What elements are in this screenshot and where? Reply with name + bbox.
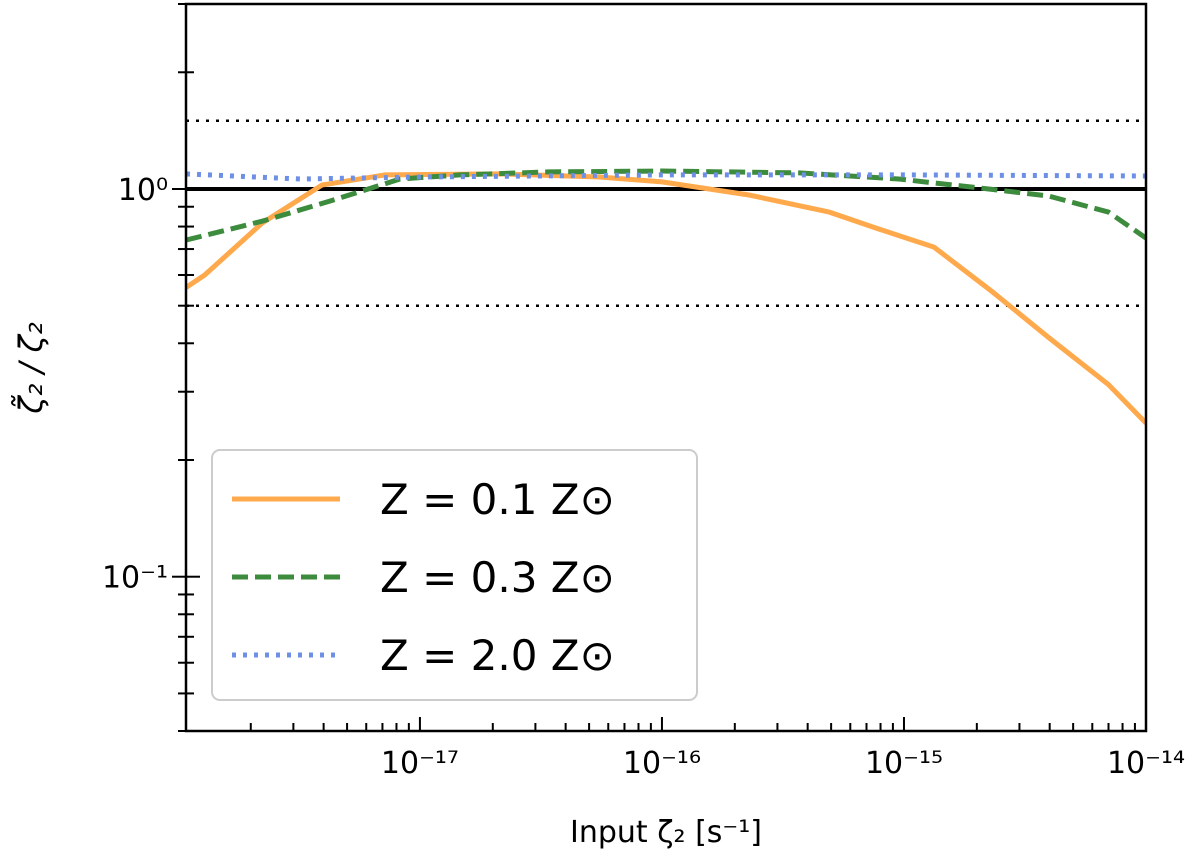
- x-tick-label: 10⁻¹⁷: [381, 746, 459, 781]
- plot-frame: [184, 2, 1148, 733]
- x-tick-label: 10⁻¹⁵: [865, 746, 943, 781]
- y-axis-label: ζ̃₂ / ζ₂: [10, 322, 50, 415]
- x-axis-label: Input ζ₂ [s⁻¹]: [570, 815, 762, 850]
- y-tick-label: 10⁻¹: [102, 561, 168, 596]
- x-tick-label: 10⁻¹⁶: [623, 746, 701, 781]
- legend-box: [211, 449, 698, 701]
- series-line-1: [186, 168, 1146, 243]
- y-tick-label: 10⁰: [118, 173, 168, 208]
- legend-label: Z = 2.0 Z⊙: [380, 631, 615, 680]
- legend-label: Z = 0.3 Z⊙: [380, 553, 615, 602]
- axis-ticks: 10⁻¹⁷ 10⁻¹⁶ 10⁻¹⁵ 10⁻¹⁴ 10⁰ 10⁻¹: [102, 3, 1185, 781]
- plot-marks: [186, 119, 1146, 425]
- legend-label: Z = 0.1 Z⊙: [380, 475, 615, 524]
- series-line-0: [186, 171, 1146, 425]
- legend: Z = 0.1 Z⊙ Z = 0.3 Z⊙ Z = 2.0 Z⊙: [211, 449, 698, 701]
- series-line-2: [186, 171, 1146, 182]
- x-tick-label: 10⁻¹⁴: [1107, 746, 1185, 781]
